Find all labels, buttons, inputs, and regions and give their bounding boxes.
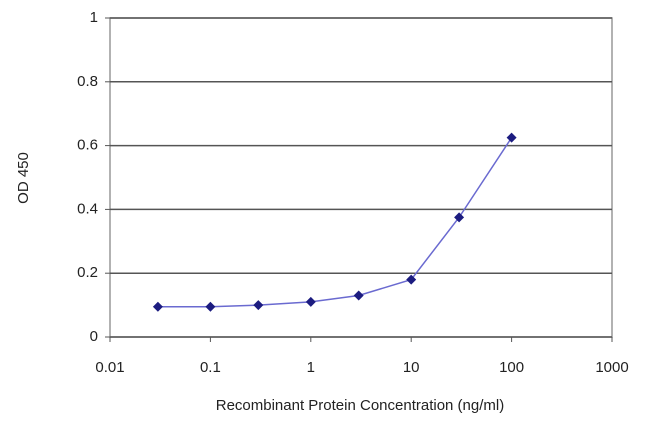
x-tick-label: 100 xyxy=(499,359,524,376)
data-point xyxy=(353,290,364,301)
x-tick-label: 1 xyxy=(307,359,315,376)
data-point xyxy=(406,274,417,285)
x-tick-label: 1000 xyxy=(595,359,628,376)
x-tick-label: 0.01 xyxy=(95,359,124,376)
data-point xyxy=(205,301,216,312)
data-point xyxy=(152,301,163,312)
x-axis-title: Recombinant Protein Concentration (ng/ml… xyxy=(216,397,504,414)
plot-frame xyxy=(109,17,613,338)
data-point xyxy=(454,212,465,223)
series-line xyxy=(157,137,513,308)
data-point xyxy=(253,300,264,311)
y-tick-label: 1 xyxy=(90,9,98,26)
data-point xyxy=(305,296,316,307)
y-tick-label: 0.4 xyxy=(77,200,98,217)
x-tick-label: 10 xyxy=(403,359,420,376)
y-axis-title: OD 450 xyxy=(15,152,32,204)
x-tick-label: 0.1 xyxy=(200,359,221,376)
y-tick-label: 0.2 xyxy=(77,264,98,281)
y-tick-label: 0 xyxy=(90,328,98,345)
y-tick-label: 0.6 xyxy=(77,137,98,154)
data-point xyxy=(506,132,517,143)
y-tick-label: 0.8 xyxy=(77,73,98,90)
